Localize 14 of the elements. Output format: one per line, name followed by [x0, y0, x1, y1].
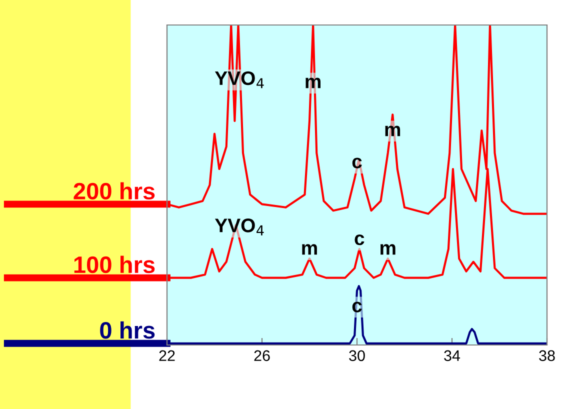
annotation: YVO$_{4}$ [214, 218, 264, 236]
x-tick-label: 22 [159, 350, 175, 361]
annotation: c [352, 302, 362, 312]
x-tick-label: 38 [539, 350, 555, 362]
annotation: c [354, 234, 364, 246]
annotation: m [385, 126, 400, 136]
annotation: c [352, 158, 362, 168]
x-tick-label: 34 [444, 350, 460, 362]
x-tick-label: 26 [254, 350, 270, 362]
annotation: m [380, 244, 396, 255]
annotation: m [306, 78, 320, 88]
x-tick-label: 30 [349, 350, 365, 362]
annotation: m [302, 244, 317, 255]
annotation: YVO$_{4}$ [214, 71, 264, 88]
